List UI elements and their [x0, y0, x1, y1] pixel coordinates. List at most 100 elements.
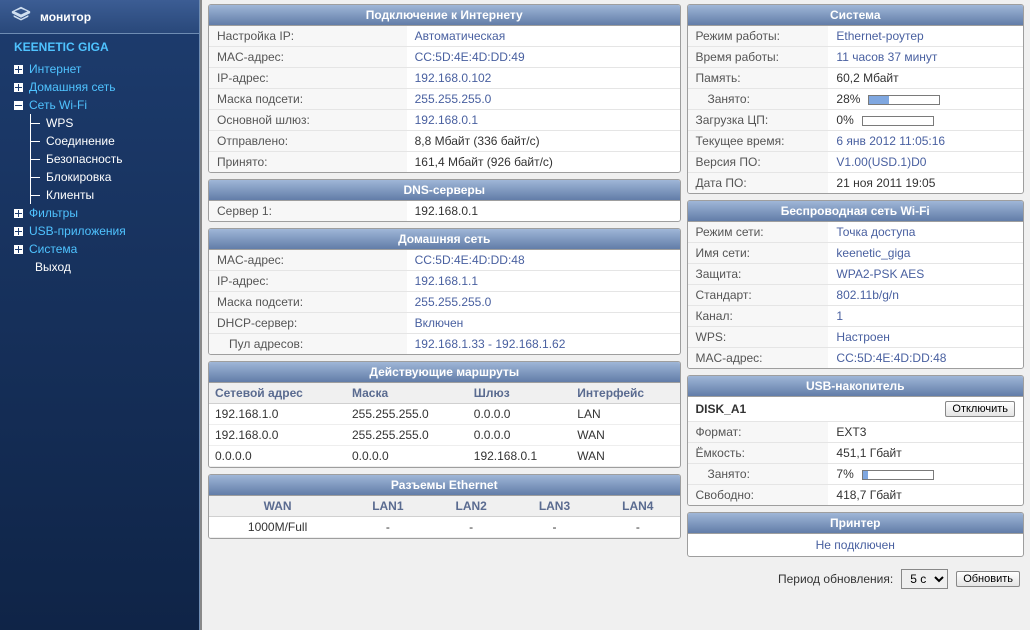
table-cell: 0.0.0.0: [209, 446, 346, 467]
kv-value: Автоматическая: [407, 26, 680, 46]
sidebar-item[interactable]: Интернет: [0, 60, 199, 78]
kv-row: MAC-адрес:CC:5D:4E:4D:DD:48: [209, 250, 680, 271]
sidebar-subitem[interactable]: Блокировка: [0, 168, 199, 186]
kv-row: Основной шлюз:192.168.0.1: [209, 110, 680, 131]
table-cell: 0.0.0.0: [346, 446, 468, 467]
sidebar-subitem-label: Соединение: [46, 134, 115, 148]
kv-row: Защита:WPA2-PSK AES: [688, 264, 1024, 285]
kv-key: Сервер 1:: [209, 201, 407, 221]
kv-key: Формат:: [688, 422, 829, 442]
usb-disk-name: DISK_A1: [696, 402, 747, 416]
tree-toggle-icon[interactable]: [14, 83, 23, 92]
kv-value: EXT3: [828, 422, 1023, 442]
kv-key: Память:: [688, 68, 829, 88]
sidebar-subitem[interactable]: Соединение: [0, 132, 199, 150]
sidebar-item[interactable]: Фильтры: [0, 204, 199, 222]
kv-key: MAC-адрес:: [209, 47, 407, 67]
kv-row: IP-адрес:192.168.0.102: [209, 68, 680, 89]
panel-routes: Действующие маршруты Сетевой адресМаскаШ…: [208, 361, 681, 468]
kv-value: 451,1 Гбайт: [828, 443, 1023, 463]
sidebar-subitem[interactable]: WPS: [0, 114, 199, 132]
table-row: 0.0.0.00.0.0.0192.168.0.1WAN: [209, 446, 680, 467]
sidebar-item[interactable]: USB-приложения: [0, 222, 199, 240]
kv-value: WPA2-PSK AES: [828, 264, 1023, 284]
tree-toggle-icon[interactable]: [14, 209, 23, 218]
kv-value: 192.168.1.1: [407, 271, 680, 291]
table-header: WAN: [209, 496, 346, 517]
eth-table: WANLAN1LAN2LAN3LAN41000M/Full----: [209, 496, 680, 538]
table-cell: 255.255.255.0: [346, 404, 468, 425]
panel-eth: Разъемы Ethernet WANLAN1LAN2LAN3LAN41000…: [208, 474, 681, 539]
kv-row: Ёмкость:451,1 Гбайт: [688, 443, 1024, 464]
tree-toggle-icon[interactable]: [14, 65, 23, 74]
kv-row: Режим сети:Точка доступа: [688, 222, 1024, 243]
kv-value: CC:5D:4E:4D:DD:48: [407, 250, 680, 270]
kv-value: CC:5D:4E:4D:DD:48: [828, 348, 1023, 368]
kv-key: Режим работы:: [688, 26, 829, 46]
kv-key: Канал:: [688, 306, 829, 326]
kv-value: 192.168.0.102: [407, 68, 680, 88]
kv-key: Занято:: [688, 89, 829, 109]
tree-toggle-icon[interactable]: [14, 227, 23, 236]
kv-key: Основной шлюз:: [209, 110, 407, 130]
kv-row: Версия ПО:V1.00(USD.1)D0: [688, 152, 1024, 173]
kv-value: 1: [828, 306, 1023, 326]
refresh-period-select[interactable]: 5 с: [901, 569, 948, 589]
kv-value: 7%: [828, 464, 1023, 484]
printer-status: Не подключен: [688, 534, 1024, 556]
footer-row: Период обновления: 5 с Обновить: [687, 563, 1025, 589]
sidebar-item[interactable]: Выход: [0, 258, 199, 276]
sidebar-subitem[interactable]: Клиенты: [0, 186, 199, 204]
table-header: Шлюз: [468, 383, 571, 404]
kv-key: Время работы:: [688, 47, 829, 67]
kv-row: Маска подсети:255.255.255.0: [209, 292, 680, 313]
kv-value: 28%: [828, 89, 1023, 109]
usb-disconnect-button[interactable]: Отключить: [945, 401, 1015, 417]
kv-key: Дата ПО:: [688, 173, 829, 193]
kv-row: Время работы:11 часов 37 минут: [688, 47, 1024, 68]
kv-row: WPS:Настроен: [688, 327, 1024, 348]
sidebar-item[interactable]: Домашняя сеть: [0, 78, 199, 96]
panel-usb-title: USB-накопитель: [688, 376, 1024, 397]
kv-value: 161,4 Мбайт (926 байт/с): [407, 152, 680, 172]
sidebar-item-label: Сеть Wi-Fi: [29, 98, 87, 112]
panel-internet-title: Подключение к Интернету: [209, 5, 680, 26]
kv-value: 255.255.255.0: [407, 292, 680, 312]
sidebar-subitem[interactable]: Безопасность: [0, 150, 199, 168]
kv-value: keenetic_giga: [828, 243, 1023, 263]
table-header: LAN4: [596, 496, 679, 517]
kv-value: Точка доступа: [828, 222, 1023, 242]
kv-row: Дата ПО:21 ноя 2011 19:05: [688, 173, 1024, 193]
kv-value: 60,2 Мбайт: [828, 68, 1023, 88]
sidebar-item-label: Система: [29, 242, 77, 256]
kv-row: Занято:28%: [688, 89, 1024, 110]
table-row: 192.168.1.0255.255.255.00.0.0.0LAN: [209, 404, 680, 425]
kv-value: CC:5D:4E:4D:DD:49: [407, 47, 680, 67]
kv-key: Режим сети:: [688, 222, 829, 242]
kv-row: Отправлено:8,8 Мбайт (336 байт/с): [209, 131, 680, 152]
panel-dns-title: DNS-серверы: [209, 180, 680, 201]
kv-value: 6 янв 2012 11:05:16: [828, 131, 1023, 151]
table-cell: WAN: [571, 446, 679, 467]
refresh-button[interactable]: Обновить: [956, 571, 1020, 587]
progress-bar: [868, 95, 940, 105]
table-cell: 255.255.255.0: [346, 425, 468, 446]
panel-home: Домашняя сеть MAC-адрес:CC:5D:4E:4D:DD:4…: [208, 228, 681, 355]
table-cell: LAN: [571, 404, 679, 425]
tree-toggle-icon[interactable]: [14, 245, 23, 254]
sidebar-item[interactable]: Система: [0, 240, 199, 258]
panel-usb: USB-накопитель DISK_A1 Отключить Формат:…: [687, 375, 1025, 506]
kv-key: DHCP-сервер:: [209, 313, 407, 333]
table-row: 1000M/Full----: [209, 517, 680, 538]
sidebar-item-label: USB-приложения: [29, 224, 126, 238]
kv-key: MAC-адрес:: [209, 250, 407, 270]
main-content: Подключение к Интернету Настройка IP:Авт…: [200, 0, 1030, 630]
panel-printer-title: Принтер: [688, 513, 1024, 534]
sidebar-item[interactable]: Сеть Wi-Fi: [0, 96, 199, 114]
tree-toggle-icon[interactable]: [14, 101, 23, 110]
kv-key: Ёмкость:: [688, 443, 829, 463]
kv-row: MAC-адрес:CC:5D:4E:4D:DD:49: [209, 47, 680, 68]
panel-routes-title: Действующие маршруты: [209, 362, 680, 383]
kv-row: IP-адрес:192.168.1.1: [209, 271, 680, 292]
kv-row: Свободно:418,7 Гбайт: [688, 485, 1024, 505]
